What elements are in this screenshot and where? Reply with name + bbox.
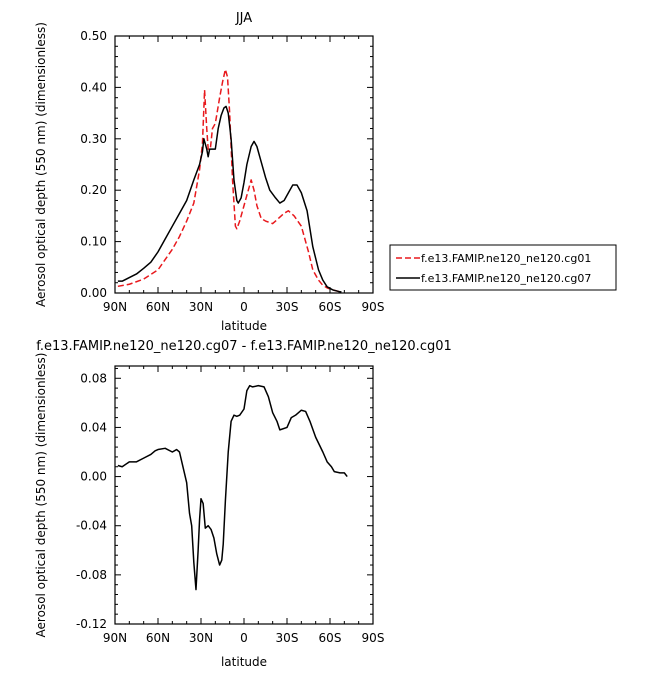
bottom-y-tick-label: 0.08 [80, 371, 107, 385]
bottom-x-axis-label: latitude [221, 655, 267, 669]
bottom-x-tick-label: 0 [240, 631, 248, 645]
bottom-x-tick-label: 60N [146, 631, 170, 645]
top-x-axis-label: latitude [221, 319, 267, 333]
top-panel: JJA 90N 60N 30N 0 30S 60S 90S 0.00 0.10 0.20 0.30 0… [34, 11, 384, 333]
bottom-x-tick-label: 90S [362, 631, 385, 645]
bottom-panel: f.e13.FAMIP.ne120_ne120.cg07 - f.e13.FAM… [34, 339, 452, 669]
top-x-tick-label: 30N [189, 300, 213, 314]
top-y-tick-label: 0.00 [80, 286, 107, 300]
top-y-tick-label: 0.50 [80, 29, 107, 43]
bottom-y-tick-label: -0.04 [76, 519, 107, 533]
top-x-tick-label: 60S [319, 300, 342, 314]
top-y-tick-label: 0.30 [80, 132, 107, 146]
top-x-tick-label: 0 [240, 300, 248, 314]
bottom-y-tick-label: 0.00 [80, 470, 107, 484]
bottom-series-line-0 [117, 384, 348, 591]
legend-entry-cg01: f.e13.FAMIP.ne120_ne120.cg01 [421, 252, 591, 265]
top-x-tick-label: 30S [276, 300, 299, 314]
bottom-panel-title: f.e13.FAMIP.ne120_ne120.cg07 - f.e13.FAM… [36, 339, 452, 354]
top-y-axis-label: Aerosol optical depth (550 nm) (dimensio… [34, 22, 48, 307]
top-x-tick-label: 90S [362, 300, 385, 314]
top-series-line-f-e13-famip-ne120-ne120-cg07 [117, 105, 342, 293]
bottom-y-tick-label: -0.08 [76, 568, 107, 582]
legend-box [389, 244, 617, 291]
bottom-x-tick-label: 30S [276, 631, 299, 645]
legend: f.e13.FAMIP.ne120_ne120.cg01 f.e13.FAMIP… [389, 244, 617, 291]
top-series-line-f-e13-famip-ne120-ne120-cg01 [117, 68, 342, 293]
top-y-tick-label: 0.40 [80, 80, 107, 94]
bottom-x-tick-label: 60S [319, 631, 342, 645]
top-x-tick-label: 90N [103, 300, 127, 314]
bottom-y-tick-label: 0.04 [80, 420, 107, 434]
legend-entry-cg07: f.e13.FAMIP.ne120_ne120.cg07 [421, 272, 591, 285]
top-x-tick-label: 60N [146, 300, 170, 314]
bottom-y-tick-label: -0.12 [76, 617, 107, 631]
top-panel-title: JJA [235, 11, 252, 26]
top-y-tick-label: 0.20 [80, 183, 107, 197]
top-y-tick-label: 0.10 [80, 235, 107, 249]
top-plot-frame [114, 35, 374, 294]
bottom-x-tick-label: 30N [189, 631, 213, 645]
bottom-y-axis-label: Aerosol optical depth (550 nm) (dimensio… [34, 353, 48, 638]
bottom-x-tick-label: 90N [103, 631, 127, 645]
